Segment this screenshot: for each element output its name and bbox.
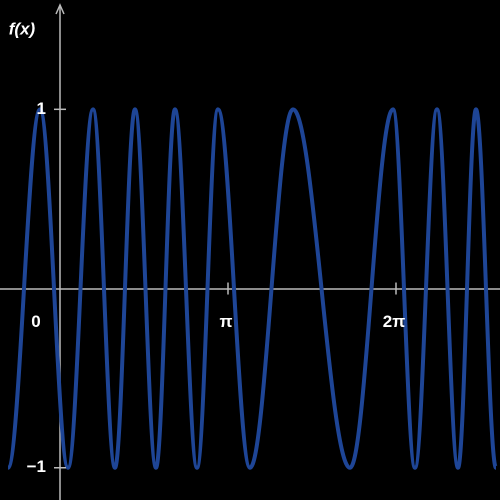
y-axis-label: f(x) [9,19,36,38]
x-tick-label: π [219,312,232,331]
y-axis-arrow [55,3,65,15]
y-tick-label: −1 [27,457,46,476]
x-tick-label: 2π [383,312,405,331]
y-tick-label: 1 [37,99,46,118]
curve [6,107,498,470]
x-tick-label: 0 [31,312,40,331]
